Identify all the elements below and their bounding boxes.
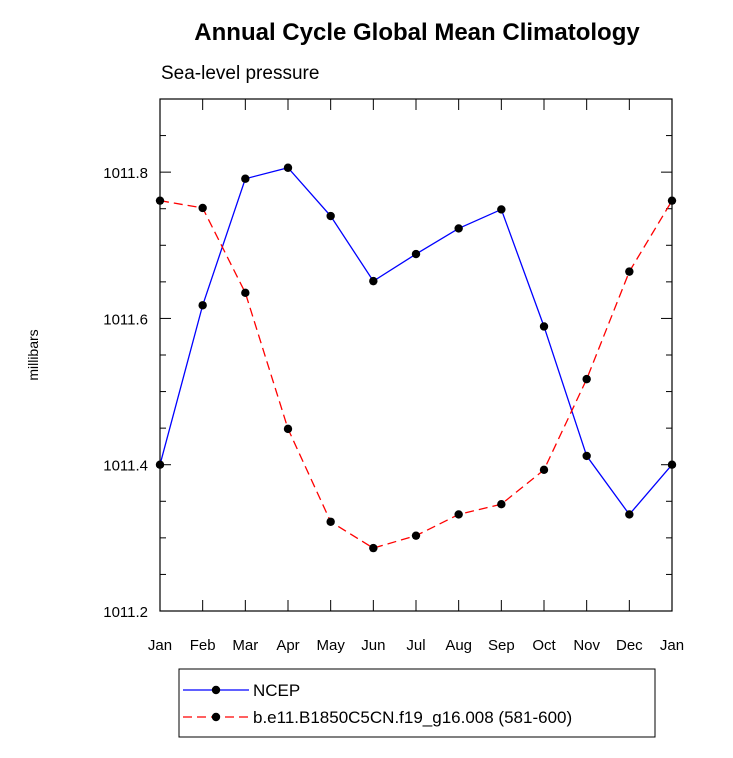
x-tick-label: Aug — [445, 637, 472, 654]
data-point — [539, 322, 549, 331]
x-tick-label: Dec — [616, 637, 643, 654]
y-tick-labels: 1011.2 1011.4 1011.6 1011.8 — [103, 165, 148, 621]
series-lines — [159, 167, 673, 549]
y-tick-label: 1011.4 — [103, 458, 148, 475]
data-point — [369, 543, 378, 553]
data-point — [155, 196, 165, 205]
y-tick-label: 1011.6 — [103, 311, 148, 328]
data-point — [454, 224, 463, 233]
axis-ticks — [159, 98, 673, 612]
x-tick-label: Jun — [361, 637, 385, 654]
chart-title: Annual Cycle Global Mean Climatology — [194, 19, 640, 46]
y-axis-label: millibars — [25, 329, 41, 380]
x-tick-label: Apr — [276, 637, 299, 654]
data-point — [667, 196, 677, 205]
x-tick-label: Jan — [660, 637, 684, 654]
data-point — [283, 424, 293, 434]
data-point — [625, 267, 634, 276]
x-tick-label: May — [316, 637, 345, 654]
data-point — [582, 451, 591, 461]
y-tick-label: 1011.2 — [103, 604, 148, 621]
chart-subtitle: Sea-level pressure — [161, 63, 319, 84]
data-point — [625, 510, 634, 519]
x-tick-labels: Jan Feb Mar Apr May Jun Jul Aug Sep Oct Nov Dec Jan — [148, 637, 684, 654]
data-point — [667, 460, 677, 469]
data-point — [283, 163, 293, 172]
data-point — [454, 510, 463, 519]
x-tick-label: Mar — [232, 637, 258, 654]
series-points — [155, 163, 677, 553]
legend-marker — [211, 712, 221, 722]
data-point — [241, 174, 250, 183]
x-tick-label: Jan — [148, 637, 172, 654]
data-point — [198, 203, 207, 213]
data-point — [582, 374, 591, 384]
data-point — [497, 500, 506, 509]
legend-items: NCEP b.e11.B1850C5CN.f19_g16.008 (581-600… — [183, 681, 572, 727]
data-point — [411, 531, 421, 540]
x-tick-label: Feb — [190, 637, 216, 654]
x-tick-label: Sep — [488, 637, 515, 654]
data-point — [369, 276, 378, 286]
x-tick-label: Nov — [573, 637, 600, 654]
x-tick-label: Jul — [406, 637, 425, 654]
series-line-0 — [159, 167, 673, 516]
legend-box — [178, 668, 656, 738]
data-point — [155, 460, 165, 469]
data-point — [198, 301, 207, 310]
legend-marker — [211, 685, 221, 695]
legend: NCEP b.e11.B1850C5CN.f19_g16.008 (581-600… — [178, 668, 656, 738]
x-tick-label: Oct — [532, 637, 556, 654]
data-point — [326, 211, 335, 221]
data-point — [497, 205, 506, 214]
data-point — [241, 288, 250, 298]
y-tick-label: 1011.8 — [103, 165, 148, 182]
data-point — [539, 465, 549, 475]
data-point — [326, 517, 335, 526]
legend-label: NCEP — [253, 681, 300, 700]
legend-label: b.e11.B1850C5CN.f19_g16.008 (581-600) — [253, 708, 572, 727]
data-point — [411, 249, 421, 259]
